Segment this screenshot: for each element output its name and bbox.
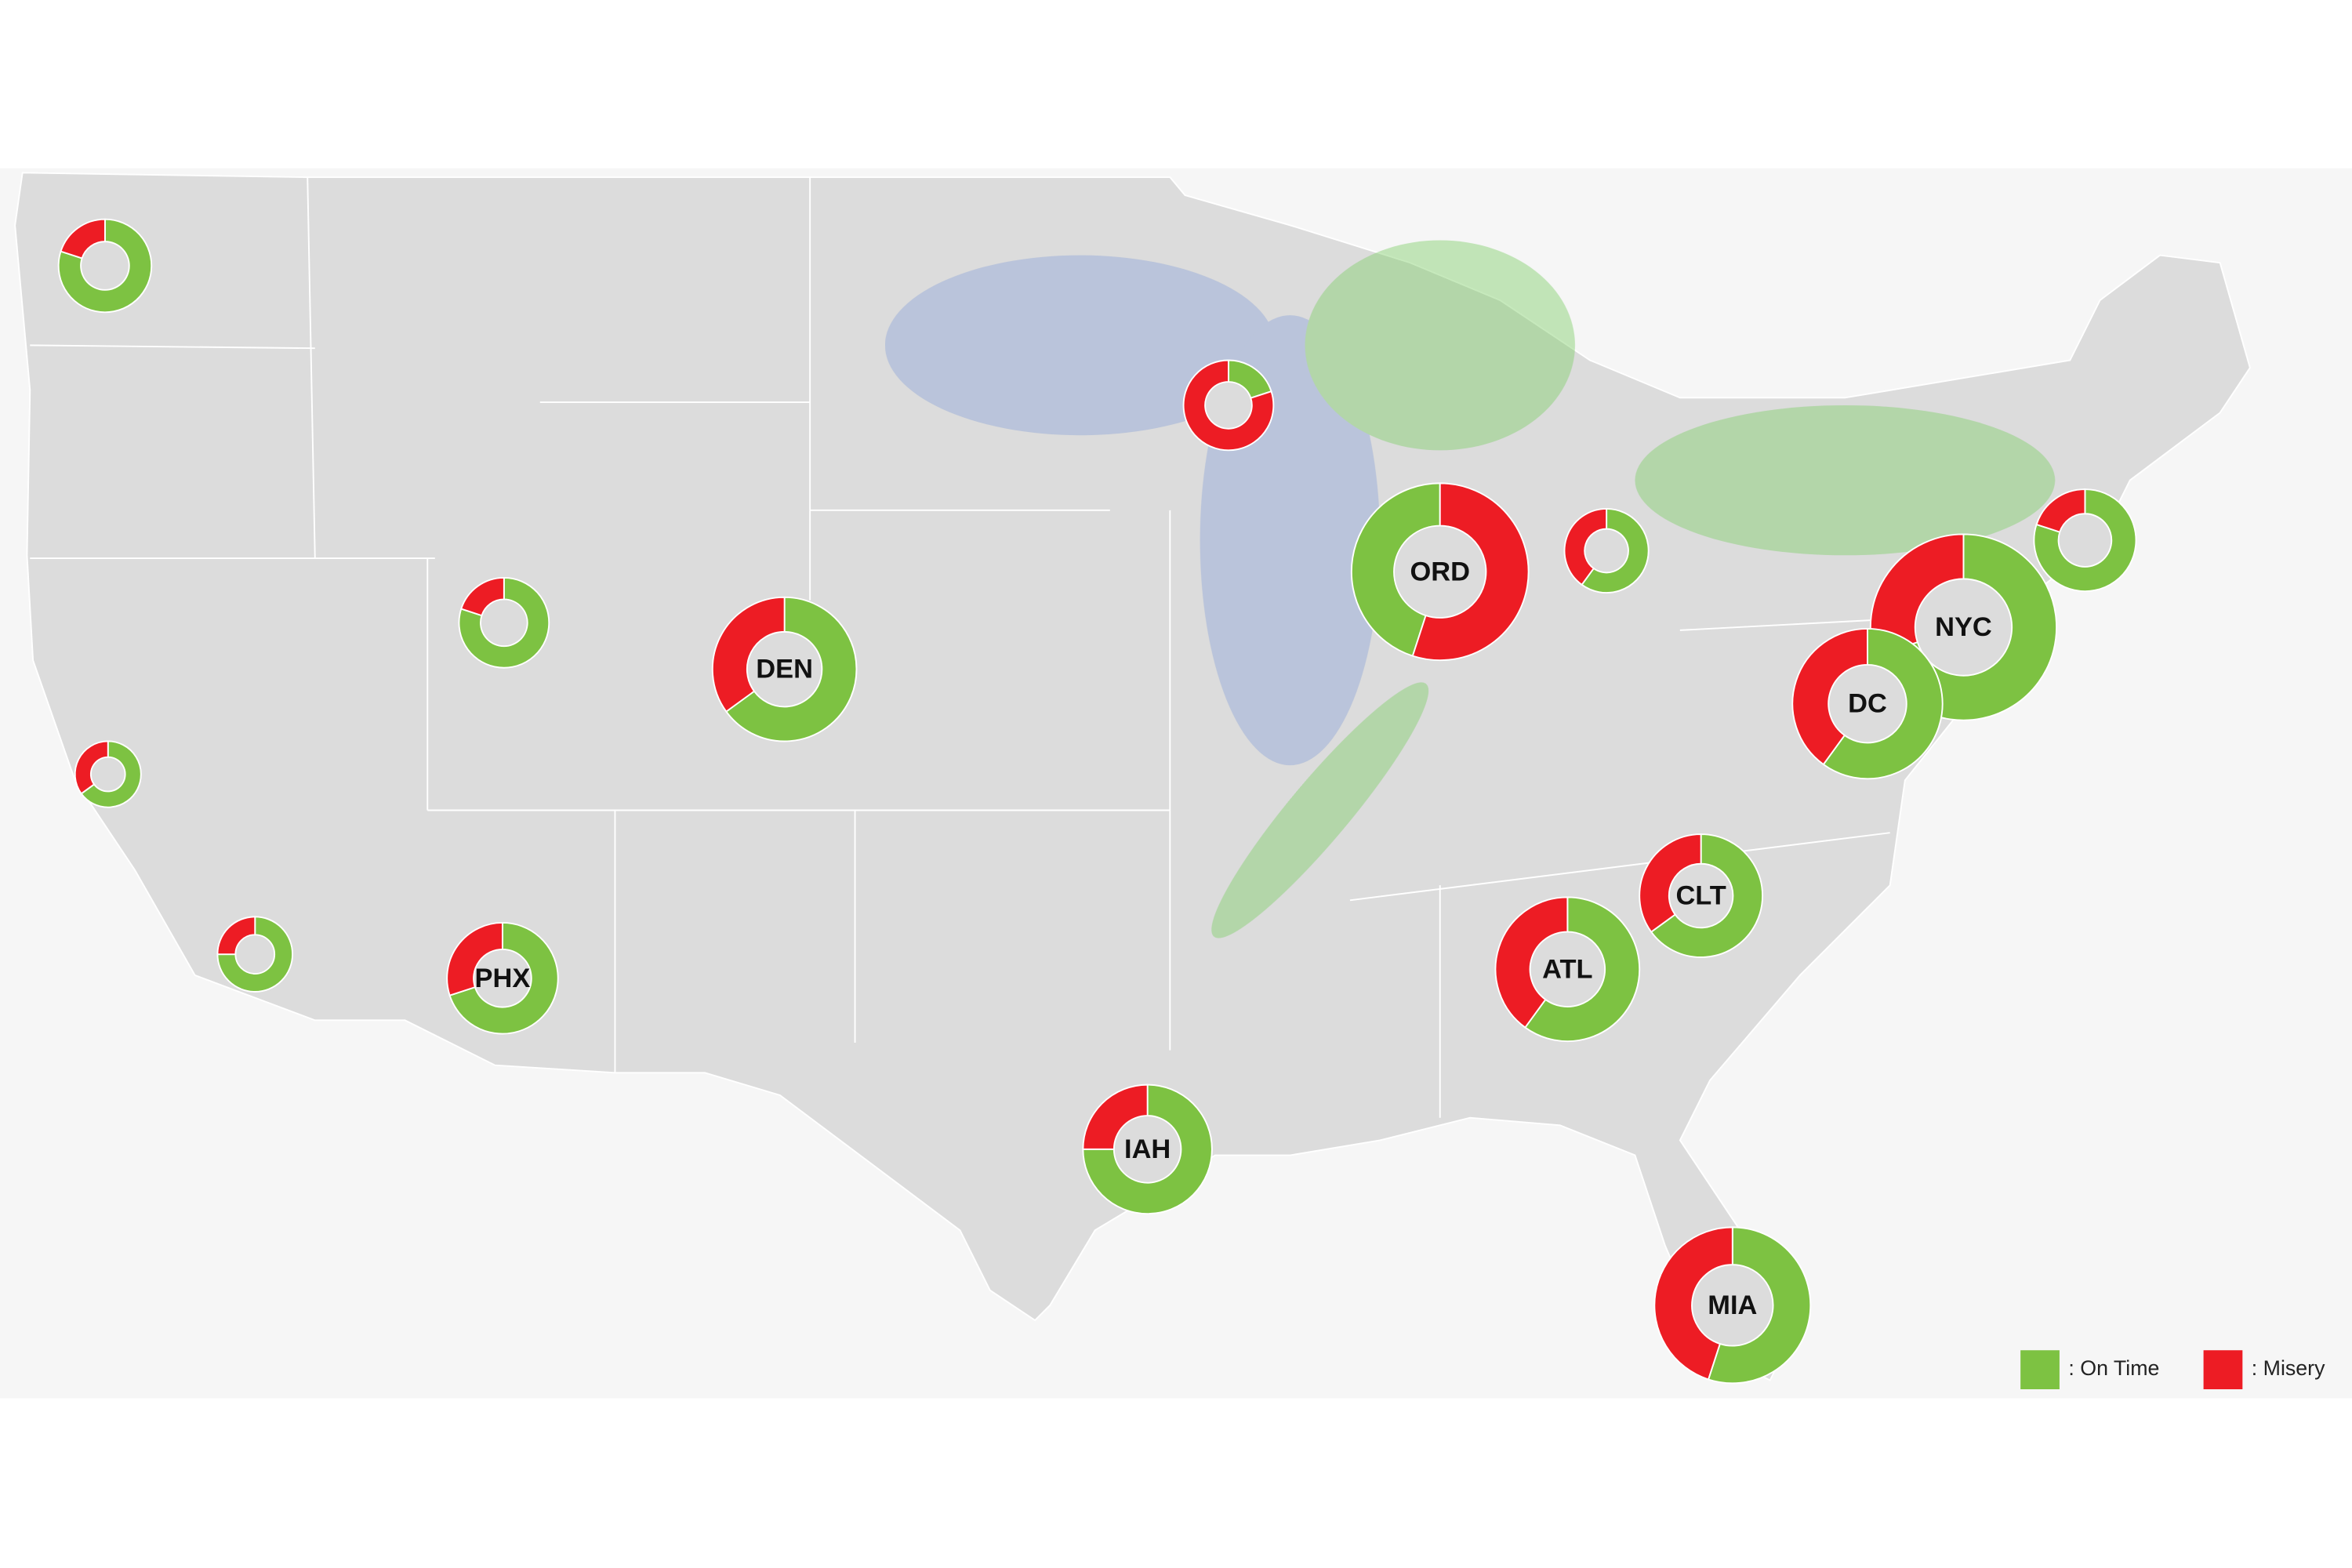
donut-hole xyxy=(1530,931,1606,1007)
misery-segment xyxy=(60,218,106,260)
misery-segment xyxy=(1563,507,1608,586)
airport-code: CLT xyxy=(1675,881,1726,911)
on-time-segment xyxy=(725,596,858,742)
legend-swatch xyxy=(2020,1350,2060,1390)
donut-hole xyxy=(1828,664,1907,743)
airport-code: DC xyxy=(1848,689,1887,719)
misery-segment xyxy=(1653,1226,1733,1381)
misery-segment xyxy=(446,922,503,996)
airport-code: ORD xyxy=(1410,557,1470,586)
donut-hole xyxy=(1205,382,1252,429)
on-time-segment xyxy=(2033,488,2137,593)
legend-label: : On Time xyxy=(2068,1356,2159,1380)
on-time-segment xyxy=(1650,833,1764,958)
donut-hole xyxy=(1668,863,1733,928)
airport-code: NYC xyxy=(1935,612,1992,642)
on-time-segment xyxy=(80,740,142,808)
donut-hole xyxy=(235,935,275,975)
misery-segment xyxy=(1869,533,1965,657)
on-time-segment xyxy=(1707,1226,1812,1385)
misery-segment xyxy=(1639,833,1702,933)
donut-hole xyxy=(2058,514,2112,567)
donut-hole xyxy=(1915,579,2013,676)
on-time-segment xyxy=(448,922,559,1035)
airport-code: IAH xyxy=(1124,1134,1171,1164)
donut-hole xyxy=(90,757,125,792)
misery-segment xyxy=(1182,359,1275,452)
weather-overlay xyxy=(884,240,2056,938)
misery-segment xyxy=(1411,482,1530,662)
donut-layer: PHX DEN ORD NYC DC CLT ATL IAH MIA xyxy=(57,218,2137,1385)
on-time-segment xyxy=(1822,628,1944,780)
on-time-segment xyxy=(1524,896,1641,1043)
legend-swatch xyxy=(2203,1350,2243,1390)
donut-hole xyxy=(1113,1116,1181,1183)
donut-hole xyxy=(1394,525,1486,618)
airport-code: DEN xyxy=(756,655,813,684)
misery-segment xyxy=(1082,1083,1149,1150)
on-time-segment xyxy=(1581,507,1650,593)
misery-segment xyxy=(1494,896,1569,1029)
airport-code: ATL xyxy=(1542,954,1592,984)
misery-segment xyxy=(460,576,505,617)
donut-hole xyxy=(1692,1265,1773,1346)
legend-label: : Misery xyxy=(2252,1356,2325,1380)
donut-hole xyxy=(481,599,528,647)
donut-hole xyxy=(746,631,822,707)
state-lines xyxy=(30,177,1965,1118)
on-time-segment xyxy=(1082,1083,1213,1215)
airport-code: PHX xyxy=(475,964,531,993)
on-time-segment xyxy=(1350,482,1441,657)
on-time-segment xyxy=(57,218,153,314)
airport-code: MIA xyxy=(1708,1290,1757,1320)
misery-segment xyxy=(1791,628,1868,766)
donut-hole xyxy=(81,241,129,290)
donut-hole xyxy=(474,949,532,1007)
misery-segment xyxy=(2035,488,2086,533)
on-time-segment xyxy=(216,916,294,993)
donut-hole xyxy=(1584,528,1628,573)
on-time-segment xyxy=(458,576,550,669)
misery-segment xyxy=(216,916,256,956)
misery-segment xyxy=(74,740,109,795)
misery-segment xyxy=(711,596,786,713)
